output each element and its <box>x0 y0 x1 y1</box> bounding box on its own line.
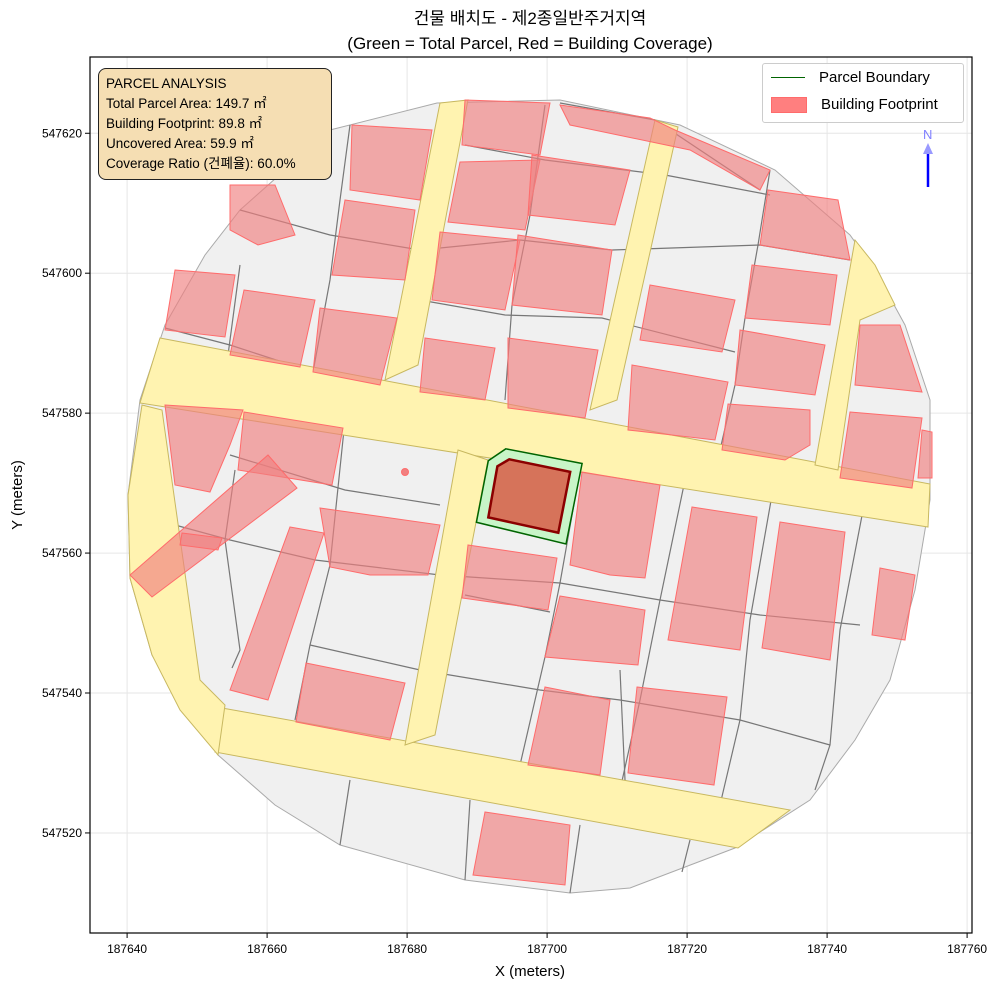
y-axis-ticks: 547520 547540 547560 547580 547600 547620 <box>42 126 90 840</box>
y-axis-label: Y (meters) <box>9 460 26 530</box>
x-tick-label: 187720 <box>667 942 707 956</box>
y-tick-label: 547520 <box>42 826 82 840</box>
x-tick-label: 187660 <box>247 942 287 956</box>
context-buildings <box>129 99 933 886</box>
info-building-footprint: Building Footprint: 89.8 ㎡ <box>106 116 263 131</box>
legend-item-parcel: Parcel Boundary <box>771 69 930 86</box>
subject-parcel-layer <box>475 448 583 545</box>
legend-line-swatch <box>771 77 805 78</box>
parcel-analysis-box: PARCEL ANALYSIS Total Parcel Area: 149.7… <box>98 68 332 180</box>
y-tick-label: 547620 <box>42 126 82 140</box>
x-axis-ticks: 187640 187660 187680 187700 187720 187740 1877… <box>107 933 987 956</box>
y-tick-label: 547600 <box>42 266 82 280</box>
y-tick-label: 547540 <box>42 686 82 700</box>
road-vertical-d <box>814 238 896 471</box>
x-tick-label: 187700 <box>527 942 567 956</box>
x-tick-label: 187680 <box>387 942 427 956</box>
x-axis-label: X (meters) <box>495 963 565 980</box>
building-footprint[interactable] <box>486 457 572 535</box>
road-vertical-b <box>404 449 489 746</box>
legend-label: Parcel Boundary <box>819 69 930 86</box>
road-vertical-c <box>589 119 679 411</box>
info-total-area: Total Parcel Area: 149.7 ㎡ <box>106 96 267 111</box>
plot-frame <box>89 56 973 934</box>
chart-title: 건물 배치도 - 제2종일반주거지역 <box>414 9 647 28</box>
legend: Parcel Boundary Building Footprint <box>762 63 964 123</box>
info-coverage-ratio: Coverage Ratio (건폐율): 60.0% <box>106 156 296 171</box>
x-tick-label: 187760 <box>947 942 987 956</box>
north-arrow-head <box>923 143 933 154</box>
info-heading: PARCEL ANALYSIS <box>106 76 227 91</box>
roads <box>127 99 931 849</box>
chart-subtitle: (Green = Total Parcel, Red = Building Co… <box>347 34 712 53</box>
y-tick-label: 547580 <box>42 406 82 420</box>
y-tick-label: 547560 <box>42 546 82 560</box>
x-tick-label: 187640 <box>107 942 147 956</box>
road-vertical-a <box>384 99 469 381</box>
info-uncovered-area: Uncovered Area: 59.9 ㎡ <box>106 136 254 151</box>
legend-patch-swatch <box>771 96 807 113</box>
north-arrow: N <box>923 127 933 187</box>
north-label: N <box>923 127 932 142</box>
legend-item-building: Building Footprint <box>771 96 938 113</box>
road-left <box>127 404 226 757</box>
x-tick-label: 187740 <box>807 942 847 956</box>
legend-label: Building Footprint <box>821 96 938 113</box>
